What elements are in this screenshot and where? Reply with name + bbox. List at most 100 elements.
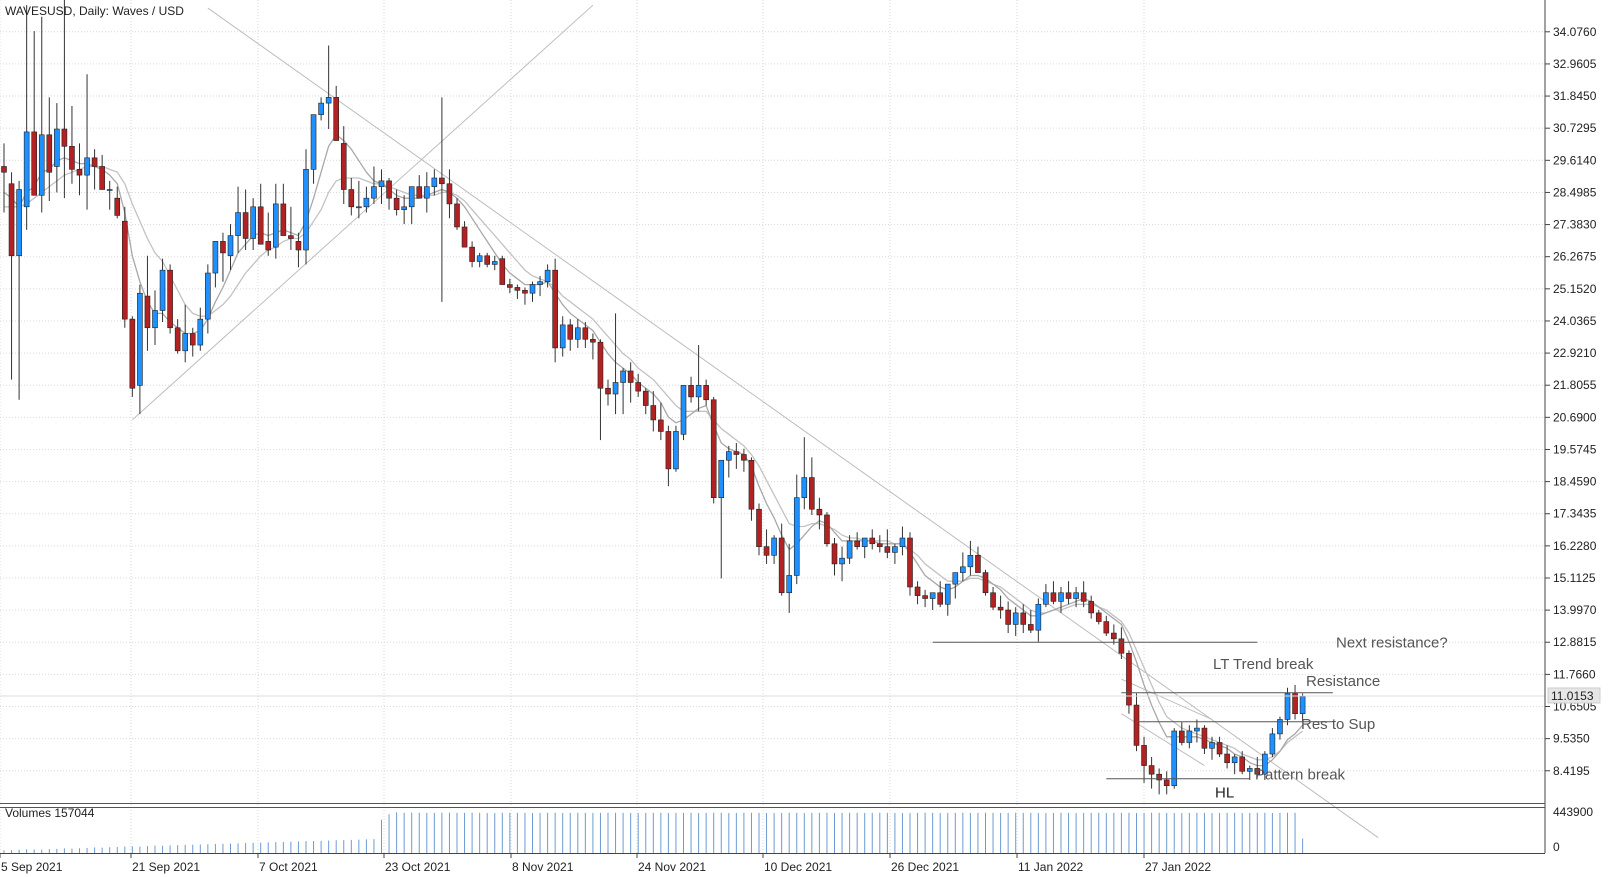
candle [220,232,226,282]
candle-body [922,595,928,599]
candle-body [333,97,340,141]
candle-body [944,583,951,605]
candle-body [1179,730,1185,743]
candle [137,284,143,415]
candle-body [559,324,566,349]
candle [922,589,928,608]
candle-body [839,557,845,565]
candle [491,255,498,271]
candle [975,546,981,573]
candle [484,252,491,268]
candle-body [1262,753,1268,775]
candle [884,529,891,559]
downtrend-line [207,7,1379,838]
annotation-label: LT Trend break [1213,656,1314,673]
candle-body [725,451,732,461]
candle [809,457,815,515]
candle-body [824,514,830,545]
candle [371,166,377,204]
candle [869,529,876,550]
candle-body [1231,756,1238,763]
candle [1111,624,1117,645]
annotation-layer: Next resistance? LT Trend breakResistance… [1213,634,1448,801]
candle-body [567,324,574,340]
candle [748,457,755,521]
candle [854,532,860,550]
candle [1216,736,1223,757]
candle-body [876,543,883,547]
price-tick-label: 16.2280 [1553,539,1597,553]
price-tick-label: 29.6140 [1553,153,1597,167]
date-tick-label: 5 Sep 2021 [1,860,63,874]
candle [393,189,400,216]
candle-body [61,128,68,147]
candle-body [476,255,483,262]
candle [1020,604,1027,634]
candle [318,97,324,121]
candle-body [514,287,521,291]
price-tick-label: 9.5350 [1553,732,1590,746]
candle [1254,756,1261,778]
price-tick-label: 18.4590 [1553,475,1597,489]
date-tick-label: 7 Oct 2021 [259,860,318,874]
candle [1262,751,1268,780]
candle [1163,771,1170,795]
candle [590,333,596,360]
candle [695,345,702,412]
date-tick-label: 11 Jan 2022 [1018,860,1083,874]
price-tick-label: 22.9210 [1553,346,1597,360]
candle-body [597,341,604,389]
candle-body [84,157,90,176]
price-tick-label: 27.3830 [1553,218,1597,232]
candle [1186,725,1193,749]
candle [1277,716,1283,740]
candle [703,379,709,406]
candle-body [454,203,460,228]
candle [242,189,249,251]
candle-body [612,382,619,395]
candle-body [408,186,415,208]
candle-body [129,318,136,389]
candle [1,143,7,213]
candle [84,74,90,210]
candle-body [144,295,151,329]
candle-body [348,189,355,208]
candle-body [1133,704,1140,746]
candle [257,183,264,245]
candle-body [99,166,105,190]
candle [8,172,15,380]
candle-body [1224,753,1230,763]
candle [386,177,392,210]
candle-body [507,284,513,288]
annotation-label: Next resistance? [1336,634,1448,651]
candle-body [1073,592,1079,599]
candle-body [280,203,287,236]
candle [416,175,423,199]
candle-body [1186,730,1193,743]
candle-body [310,114,317,170]
candle [907,532,913,596]
candle [997,595,1004,619]
price-tick-label: 8.4195 [1553,764,1590,778]
candle-body [756,508,762,547]
candle [1239,751,1245,775]
candle-body [212,241,219,274]
candle-body [529,284,536,294]
candle [46,97,53,202]
candle-body [38,134,45,196]
candle-body [91,157,98,167]
candle [937,581,944,608]
candle [559,316,566,357]
candle [499,255,506,285]
candle [680,385,687,441]
candle-body [801,477,808,498]
trendline-layer [132,4,1379,838]
candle [265,212,272,256]
candle-body [106,189,113,191]
grid-layer [0,0,1545,853]
level-layer [0,641,1545,780]
price-tick-label: 19.5745 [1553,442,1597,456]
candle-body [997,606,1004,611]
candle [152,290,158,346]
